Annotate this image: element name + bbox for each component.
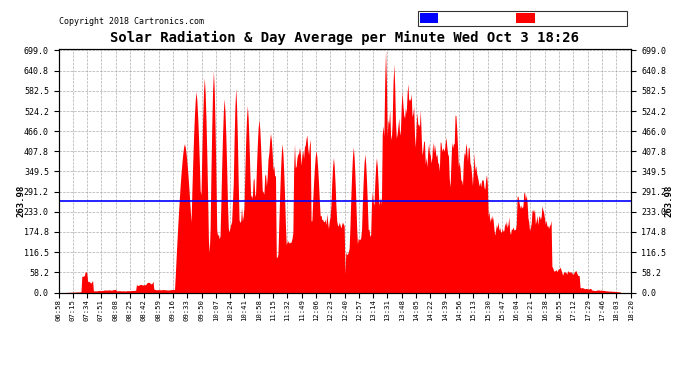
Legend: Median (w/m2), Radiation (w/m2): Median (w/m2), Radiation (w/m2)	[417, 10, 627, 26]
Text: 263.98: 263.98	[17, 185, 26, 217]
Title: Solar Radiation & Day Average per Minute Wed Oct 3 18:26: Solar Radiation & Day Average per Minute…	[110, 31, 580, 45]
Text: Copyright 2018 Cartronics.com: Copyright 2018 Cartronics.com	[59, 17, 204, 26]
Text: 263.98: 263.98	[664, 185, 673, 217]
